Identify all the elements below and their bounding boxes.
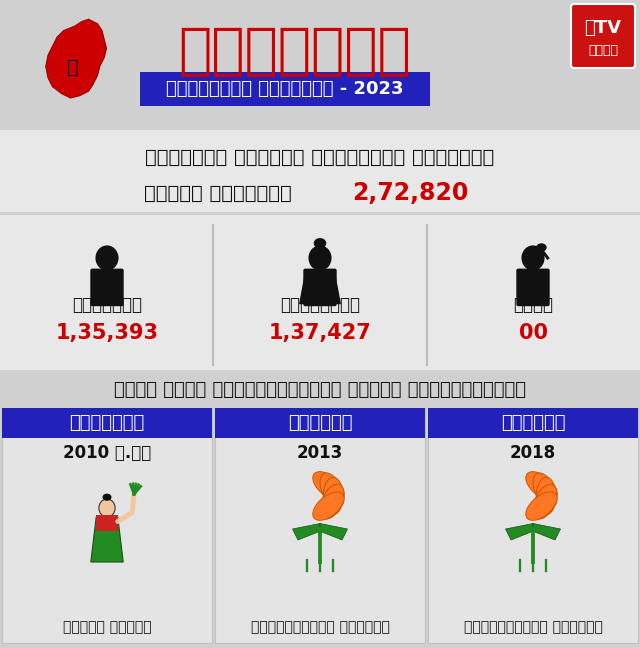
Polygon shape: [506, 524, 533, 540]
FancyBboxPatch shape: [0, 130, 640, 212]
Ellipse shape: [526, 492, 557, 520]
Polygon shape: [292, 524, 320, 540]
Text: 2010 ಉ.ಚು: 2010 ಉ.ಚು: [63, 444, 151, 462]
Text: 1,35,393: 1,35,393: [56, 323, 159, 343]
Text: 2013: 2013: [297, 444, 343, 462]
FancyBboxPatch shape: [0, 215, 640, 370]
Text: భారత: భారత: [588, 43, 618, 56]
Ellipse shape: [95, 246, 118, 271]
Ellipse shape: [308, 246, 332, 271]
Text: ಪುರುಷರು: ಪುರುಷರು: [72, 296, 142, 314]
Text: ವಿಧಾನಸಭೆ ಚುನಾವಣೆ - 2023: ವಿಧಾನಸಭೆ ಚುನಾವಣೆ - 2023: [166, 80, 404, 98]
Ellipse shape: [320, 473, 344, 508]
Polygon shape: [533, 524, 561, 540]
Text: ಕಳೆದ ಮೂರು ಚುನಾವಣೆಯಲ್ಲಿ ಗೆದ್ದ ಅಭ್ಯರ್ಥಿಗಳು: ಕಳೆದ ಮೂರು ಚುನಾವಣೆಯಲ್ಲಿ ಗೆದ್ದ ಅಭ್ಯರ್ಥಿಗಳು: [114, 381, 526, 399]
Text: ಜೆಡಿಎಸ್: ಜೆಡಿಎಸ್: [69, 414, 145, 432]
Ellipse shape: [536, 478, 556, 515]
Text: ఈTV: ఈTV: [584, 19, 621, 37]
FancyBboxPatch shape: [0, 0, 640, 128]
Text: 2018: 2018: [510, 444, 556, 462]
FancyBboxPatch shape: [2, 408, 212, 438]
Ellipse shape: [522, 246, 545, 271]
Polygon shape: [320, 524, 348, 540]
Ellipse shape: [323, 478, 343, 515]
Text: 🗳: 🗳: [67, 58, 79, 76]
FancyBboxPatch shape: [428, 408, 638, 643]
FancyBboxPatch shape: [571, 4, 635, 68]
Polygon shape: [299, 271, 341, 304]
Text: ಒಟ್ಟು ಮತದಾರರು: ಒಟ್ಟು ಮತದಾರರು: [144, 183, 292, 202]
Ellipse shape: [313, 472, 344, 500]
Text: ಅರುಣಾ ರೇವೂರ: ಅರುಣಾ ರೇವೂರ: [63, 620, 151, 634]
Ellipse shape: [102, 494, 111, 501]
FancyBboxPatch shape: [516, 269, 550, 307]
Ellipse shape: [533, 484, 557, 519]
Ellipse shape: [314, 238, 326, 249]
Text: బಿಜೆಪಿ: బಿಜೆಪಿ: [500, 414, 565, 432]
FancyBboxPatch shape: [215, 408, 425, 643]
Ellipse shape: [313, 492, 344, 520]
Ellipse shape: [320, 484, 344, 519]
Ellipse shape: [536, 243, 547, 251]
Text: ಕಲಬುರಗಿ ದಕ್ಶಿಣ ವಿಧಾನಸಭಾ ಕ್ಷೇತ್ರ: ಕಲಬುರಗಿ ದಕ್ಶಿಣ ವಿಧಾನಸಭಾ ಕ್ಷೇತ್ರ: [145, 148, 495, 167]
Text: ಕರ್ನಾಟಕ: ಕರ್ನಾಟಕ: [179, 25, 412, 79]
Text: ದತ್ತಾತ್ರೇಯ ರೇವೂರ್: ದತ್ತಾತ್ರೇಯ ರೇವೂರ್: [251, 620, 389, 634]
Polygon shape: [91, 517, 123, 562]
FancyBboxPatch shape: [90, 269, 124, 307]
FancyBboxPatch shape: [140, 72, 430, 106]
FancyBboxPatch shape: [428, 408, 638, 438]
Ellipse shape: [533, 473, 557, 508]
Ellipse shape: [99, 499, 115, 517]
Text: ದತ್ತಾತ್ರೇಯ ರೇವೂರ್: ದತ್ತಾತ್ರೇಯ ರೇವೂರ್: [463, 620, 602, 634]
FancyBboxPatch shape: [2, 408, 212, 643]
Text: ಇತರೆ: ಇತರೆ: [513, 296, 553, 314]
Ellipse shape: [526, 472, 557, 500]
Polygon shape: [45, 19, 106, 98]
Text: బಿಜೆಪಿ: బಿಜೆಪಿ: [288, 414, 352, 432]
FancyBboxPatch shape: [96, 515, 118, 531]
Text: 00: 00: [518, 323, 547, 343]
Text: 1,37,427: 1,37,427: [269, 323, 371, 343]
Text: 2,72,820: 2,72,820: [352, 181, 468, 205]
FancyBboxPatch shape: [215, 408, 425, 438]
Text: ಮಹಿಳೆಯರು: ಮಹಿಳೆಯರು: [280, 296, 360, 314]
FancyBboxPatch shape: [303, 269, 337, 307]
